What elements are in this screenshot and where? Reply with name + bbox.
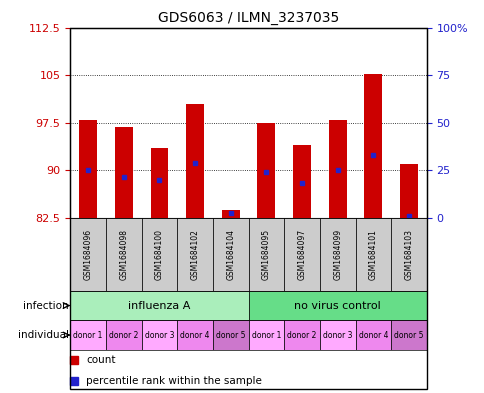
Bar — [257, 123, 275, 218]
Bar — [363, 74, 381, 218]
Bar — [284, 320, 319, 350]
Bar — [248, 218, 284, 291]
Bar — [399, 164, 417, 218]
Bar — [355, 218, 390, 291]
Text: donor 4: donor 4 — [358, 331, 387, 340]
Text: donor 4: donor 4 — [180, 331, 210, 340]
Text: influenza A: influenza A — [128, 301, 190, 310]
Bar — [355, 320, 390, 350]
Text: count: count — [86, 354, 116, 365]
Bar — [177, 320, 212, 350]
Text: GSM1684104: GSM1684104 — [226, 229, 235, 280]
Bar — [106, 218, 141, 291]
Text: GSM1684097: GSM1684097 — [297, 229, 306, 280]
Bar — [70, 291, 248, 320]
Bar — [141, 218, 177, 291]
Bar — [186, 104, 204, 218]
Bar — [212, 218, 248, 291]
Text: individual: individual — [17, 330, 68, 340]
Text: infection: infection — [23, 301, 68, 310]
Text: donor 5: donor 5 — [215, 331, 245, 340]
Text: GSM1684099: GSM1684099 — [333, 229, 342, 280]
Bar — [284, 218, 319, 291]
Bar — [70, 320, 106, 350]
Text: GSM1684101: GSM1684101 — [368, 229, 377, 280]
Text: donor 3: donor 3 — [144, 331, 174, 340]
Bar — [319, 218, 355, 291]
Bar — [212, 320, 248, 350]
Bar — [70, 218, 106, 291]
Bar — [319, 320, 355, 350]
Bar — [79, 119, 97, 218]
Text: donor 2: donor 2 — [109, 331, 138, 340]
Bar — [391, 320, 426, 350]
Bar — [328, 119, 346, 218]
Text: no virus control: no virus control — [294, 301, 380, 310]
Text: donor 1: donor 1 — [251, 331, 281, 340]
Bar — [141, 320, 177, 350]
Text: donor 2: donor 2 — [287, 331, 316, 340]
Text: GSM1684102: GSM1684102 — [190, 229, 199, 280]
Text: GSM1684100: GSM1684100 — [154, 229, 164, 280]
Bar — [150, 148, 168, 218]
Text: donor 5: donor 5 — [393, 331, 423, 340]
Title: GDS6063 / ILMN_3237035: GDS6063 / ILMN_3237035 — [158, 11, 338, 25]
Text: donor 3: donor 3 — [322, 331, 352, 340]
Text: GSM1684098: GSM1684098 — [119, 229, 128, 280]
Text: GSM1684095: GSM1684095 — [261, 229, 271, 280]
Bar — [248, 320, 284, 350]
Text: percentile rank within the sample: percentile rank within the sample — [86, 376, 262, 386]
Bar — [106, 320, 141, 350]
Text: donor 1: donor 1 — [73, 331, 103, 340]
Bar — [221, 210, 239, 218]
Bar — [391, 218, 426, 291]
Bar — [248, 291, 426, 320]
Bar — [115, 127, 133, 218]
Bar — [177, 218, 212, 291]
Text: GSM1684103: GSM1684103 — [404, 229, 413, 280]
Text: GSM1684096: GSM1684096 — [83, 229, 92, 280]
Bar — [292, 145, 310, 218]
